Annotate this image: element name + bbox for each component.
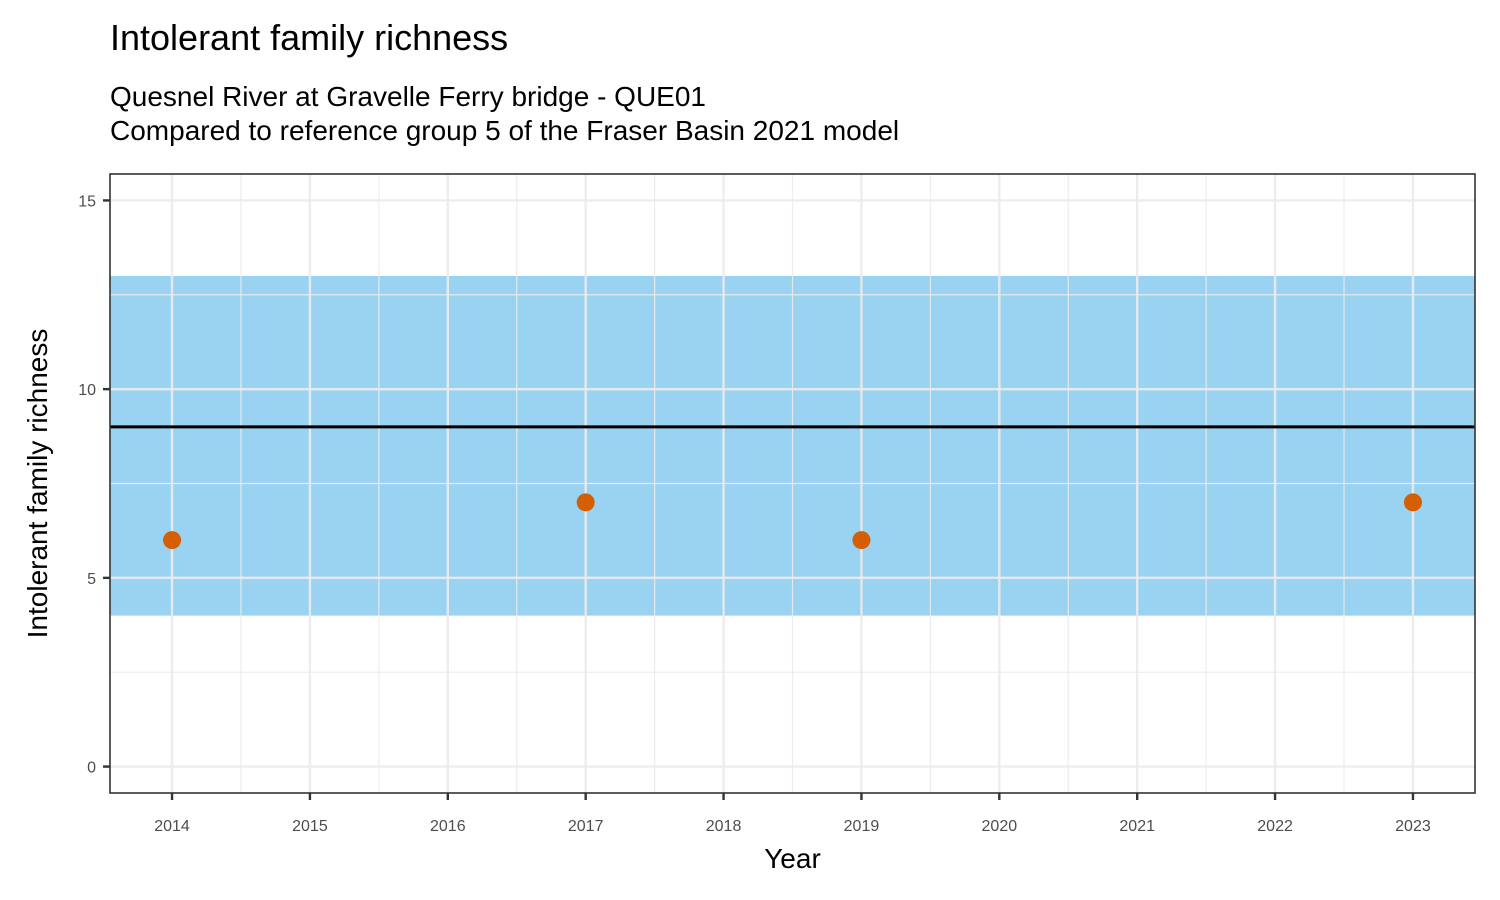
x-tick-label: 2023	[1395, 818, 1431, 835]
x-tick-label: 2022	[1257, 818, 1293, 835]
grid-layer	[110, 174, 1475, 793]
subtitle-line-2: Compared to reference group 5 of the Fra…	[110, 115, 900, 146]
y-axis-title: Intolerant family richness	[22, 329, 53, 639]
y-tick-label: 15	[78, 193, 96, 210]
x-tick-label: 2019	[844, 818, 880, 835]
axes-layer: 0 5 10 15 2014 2015 2016 2017 2018 2019 2020 2021 20…	[78, 193, 1431, 835]
x-tick-label: 2021	[1119, 818, 1155, 835]
data-point	[852, 531, 871, 550]
panel-border	[109, 173, 1476, 794]
data-points-layer	[163, 493, 1422, 550]
subtitle-line-1: Quesnel River at Gravelle Ferry bridge -…	[110, 81, 706, 112]
x-tick-label: 2017	[568, 818, 604, 835]
x-tick-label: 2018	[706, 818, 742, 835]
y-tick-label: 5	[87, 571, 96, 588]
x-tick-label: 2020	[982, 818, 1018, 835]
chart-subtitle: Quesnel River at Gravelle Ferry bridge -…	[110, 80, 899, 148]
x-tick-label: 2014	[154, 818, 190, 835]
chart-title: Intolerant family richness	[110, 17, 509, 58]
y-tick-label: 10	[78, 382, 96, 399]
data-point	[163, 531, 182, 550]
x-tick-label: 2016	[430, 818, 466, 835]
data-point	[1403, 493, 1422, 512]
y-tick-label: 0	[87, 760, 96, 777]
x-tick-label: 2015	[292, 818, 328, 835]
data-point	[576, 493, 595, 512]
x-axis-title: Year	[764, 843, 821, 874]
